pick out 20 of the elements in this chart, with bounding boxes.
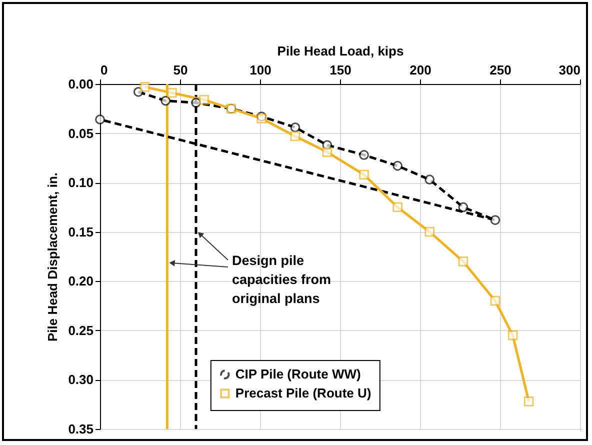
y-tick-label: 0.20 xyxy=(68,274,94,289)
x-tick-label: 300 xyxy=(558,62,580,78)
y-tick-label: 0.00 xyxy=(68,76,94,92)
y-axis-title: Pile Head Displacement, in. xyxy=(45,172,60,342)
y-tick-label: 0.25 xyxy=(68,322,94,338)
legend-label: CIP Pile (Route WW) xyxy=(235,366,361,382)
y-tick-label: 0.15 xyxy=(68,224,94,240)
x-tick-label: 0 xyxy=(100,62,108,78)
y-tick-label: 0.30 xyxy=(68,372,94,388)
y-tick-label: 0.35 xyxy=(68,422,94,436)
x-axis-title: Pile Head Load, kips xyxy=(277,44,404,58)
y-tick-label: 0.05 xyxy=(68,126,94,141)
x-tick-label: 100 xyxy=(250,62,272,78)
x-tick-label: 50 xyxy=(173,62,188,78)
legend-label: Precast Pile (Route U) xyxy=(235,386,372,400)
x-tick-label: 200 xyxy=(410,62,432,78)
x-tick-label: 250 xyxy=(490,62,512,78)
x-tick-label: 150 xyxy=(330,62,352,78)
annotation: Design pile capacities from original plans xyxy=(232,253,332,306)
y-tick-label: 0.10 xyxy=(68,175,94,190)
